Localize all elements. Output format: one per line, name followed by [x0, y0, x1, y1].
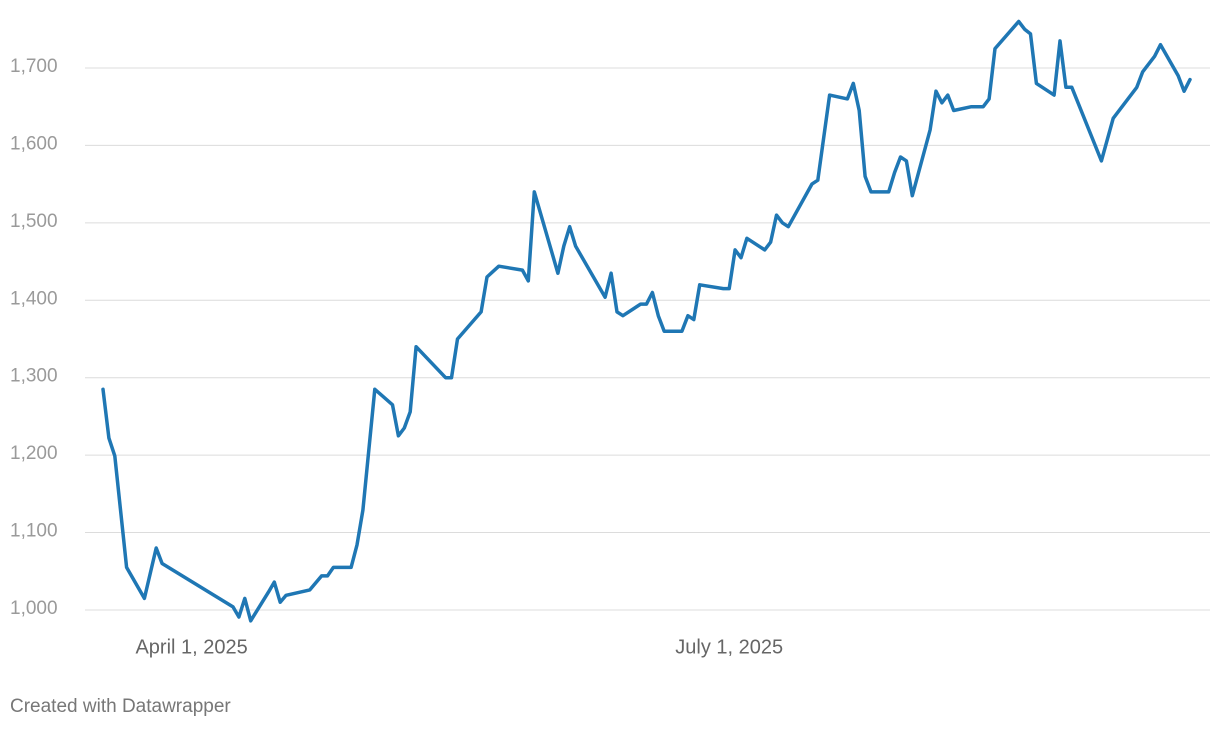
y-tick-label: 1,500 — [10, 211, 58, 232]
y-tick-label: 1,000 — [10, 598, 58, 619]
y-tick-label: 1,600 — [10, 133, 58, 154]
y-tick-label: 1,200 — [10, 443, 58, 464]
footer: Created with Datawrapper — [10, 696, 231, 717]
line-series — [101, 19, 1192, 623]
x-tick-label: July 1, 2025 — [675, 636, 783, 658]
y-tick-label: 1,700 — [10, 56, 58, 77]
y-tick-label: 1,400 — [10, 288, 58, 309]
y-tick-label: 1,100 — [10, 521, 58, 542]
x-tick-label: April 1, 2025 — [135, 636, 247, 658]
y-tick-label: 1,300 — [10, 366, 58, 387]
